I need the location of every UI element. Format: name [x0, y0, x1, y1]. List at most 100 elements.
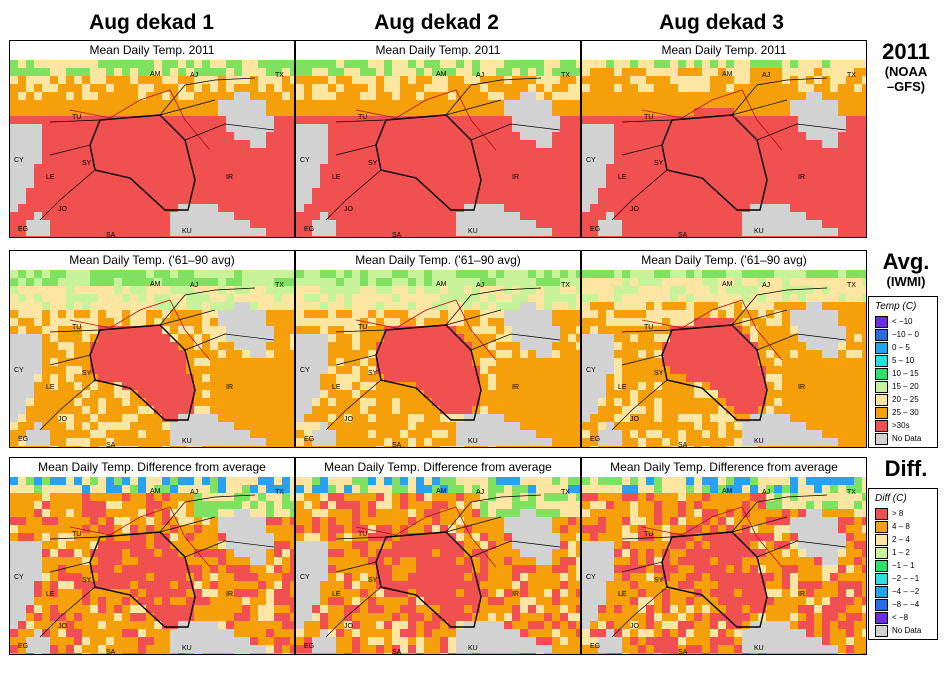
map-cell — [146, 342, 154, 350]
map-cell — [416, 430, 424, 438]
map-cell — [34, 334, 42, 342]
country-label: CY — [14, 367, 24, 374]
map-cell — [790, 196, 798, 204]
map-cell — [774, 350, 782, 358]
map-cell — [670, 270, 678, 278]
map-cell — [18, 398, 26, 406]
map-cell — [282, 430, 290, 438]
map-cell — [520, 286, 528, 294]
map-cell — [416, 172, 424, 180]
map-cell — [798, 140, 806, 148]
map-cell — [368, 350, 376, 358]
map-cell — [226, 148, 234, 156]
map-cell — [250, 414, 258, 422]
map-cell — [154, 132, 162, 140]
map-cell — [178, 132, 186, 140]
map-cell — [82, 374, 90, 382]
map-cell — [544, 132, 552, 140]
map-cell — [742, 366, 750, 374]
map-cell — [66, 108, 74, 116]
map-cell — [560, 342, 568, 350]
map-cell — [726, 188, 734, 196]
map-cell — [782, 236, 790, 237]
map-cell — [552, 310, 560, 318]
country-border — [470, 333, 561, 351]
map-cell — [472, 302, 480, 310]
map-cell — [26, 180, 34, 188]
map-cell — [758, 228, 766, 236]
country-label: JO — [344, 206, 354, 213]
map-cell — [328, 294, 336, 302]
map-cell — [234, 414, 242, 422]
map-cell — [520, 100, 528, 108]
map-cell — [50, 188, 58, 196]
map-cell — [862, 212, 866, 220]
map-cell — [662, 406, 670, 414]
map-cell — [258, 228, 266, 236]
map-cell — [630, 140, 638, 148]
map-cell — [218, 350, 226, 358]
map-cell — [258, 84, 266, 92]
map-cell — [274, 172, 282, 180]
map-cell — [822, 148, 830, 156]
map-cell — [686, 236, 694, 237]
map-cell — [520, 188, 528, 196]
map-cell — [304, 84, 312, 92]
map-cell — [266, 188, 274, 196]
map-cell — [622, 406, 630, 414]
map-cell — [384, 286, 392, 294]
map-cell — [598, 76, 606, 84]
map-cell — [408, 414, 416, 422]
map-cell — [766, 350, 774, 358]
map-cell — [138, 76, 146, 84]
map-cell — [344, 374, 352, 382]
map-cell — [568, 406, 576, 414]
map-cell — [162, 116, 170, 124]
map-cell — [242, 390, 250, 398]
map-cell — [328, 366, 336, 374]
map-cell — [472, 382, 480, 390]
map-cell — [186, 60, 194, 68]
map-cell — [400, 188, 408, 196]
map-cell — [226, 92, 234, 100]
map-cell — [536, 228, 544, 236]
map-cell — [146, 430, 154, 438]
map-cell — [472, 286, 480, 294]
map-cell — [162, 212, 170, 220]
map-cell — [822, 188, 830, 196]
map-cell — [274, 294, 282, 302]
map-cell — [814, 414, 822, 422]
map-cell — [90, 414, 98, 422]
map-cell — [18, 334, 26, 342]
map-cell — [82, 156, 90, 164]
map-cell — [544, 446, 552, 447]
map-cell — [790, 116, 798, 124]
map-cell — [512, 350, 520, 358]
map-cell — [114, 60, 122, 68]
map-cell — [266, 286, 274, 294]
map-cell — [496, 438, 504, 446]
map-cell — [82, 76, 90, 84]
map-cell — [178, 430, 186, 438]
map-cell — [606, 220, 614, 228]
map-cell — [758, 116, 766, 124]
map-cell — [18, 366, 26, 374]
map-cell — [18, 430, 26, 438]
map-cell — [122, 286, 130, 294]
map-cell — [336, 278, 344, 286]
map-cell — [504, 100, 512, 108]
map-cell — [242, 318, 250, 326]
map-cell — [376, 430, 384, 438]
map-cell — [536, 76, 544, 84]
map-cell — [106, 366, 114, 374]
map-cell — [90, 220, 98, 228]
map-cell — [448, 446, 456, 447]
map-cell — [138, 294, 146, 302]
map-cell — [520, 398, 528, 406]
map-cell — [614, 310, 622, 318]
map-cell — [90, 350, 98, 358]
map-cell — [106, 76, 114, 84]
map-cell — [368, 220, 376, 228]
map-cell — [194, 286, 202, 294]
map-cell — [58, 140, 66, 148]
